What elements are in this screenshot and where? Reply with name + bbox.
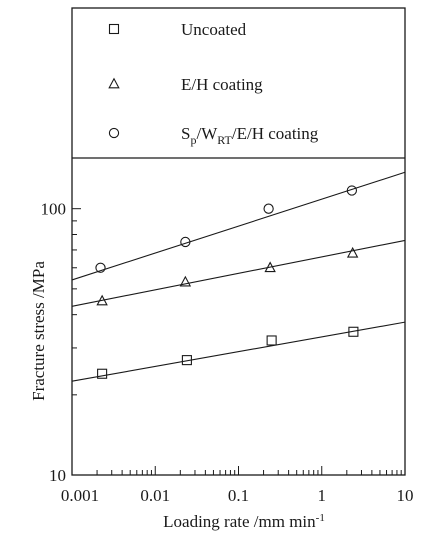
fit-lines bbox=[72, 172, 405, 381]
legend-label-part: S bbox=[181, 124, 190, 143]
x-tick-label: 0.001 bbox=[61, 486, 99, 505]
x-axis-label-text: Loading rate /mm min bbox=[163, 512, 316, 531]
y-tick-label: 100 bbox=[41, 200, 67, 219]
data-point-circle bbox=[264, 204, 273, 213]
legend: Uncoated E/H coating Sp/WRT/E/H coating bbox=[109, 20, 319, 147]
y-axis-label: Fracture stress /MPa bbox=[29, 261, 48, 401]
x-axis-label: Loading rate /mm min-1 bbox=[163, 512, 325, 531]
legend-label-part: Uncoated bbox=[181, 20, 247, 39]
legend-label-part: RT bbox=[217, 133, 232, 147]
data-points bbox=[96, 186, 358, 378]
y-tick-label: 10 bbox=[49, 466, 66, 485]
legend-marker-square bbox=[110, 25, 119, 34]
legend-label-part: E/H coating bbox=[181, 75, 263, 94]
data-point-square bbox=[267, 336, 276, 345]
fit-line-0 bbox=[72, 322, 405, 381]
legend-marker-circle bbox=[109, 128, 118, 137]
legend-marker-triangle bbox=[109, 79, 119, 88]
legend-label-part: /W bbox=[196, 124, 218, 143]
axis-ticks bbox=[72, 209, 405, 475]
x-tick-label: 1 bbox=[318, 486, 327, 505]
fit-line-2 bbox=[72, 172, 405, 280]
legend-label-part: /E/H coating bbox=[232, 124, 319, 143]
fit-line-1 bbox=[72, 240, 405, 306]
x-tick-label: 10 bbox=[397, 486, 414, 505]
legend-label-2: Sp/WRT/E/H coating bbox=[181, 124, 319, 147]
legend-label-0: Uncoated bbox=[181, 20, 247, 39]
tick-labels: 0.001 0.01 0.1 1 10 10 100 bbox=[41, 200, 414, 505]
x-tick-label: 0.01 bbox=[140, 486, 170, 505]
legend-entry-0: Uncoated bbox=[110, 20, 247, 39]
legend-entry-2: Sp/WRT/E/H coating bbox=[109, 124, 318, 147]
data-point-triangle bbox=[348, 248, 358, 257]
x-tick-label: 0.1 bbox=[228, 486, 249, 505]
legend-entry-1: E/H coating bbox=[109, 75, 263, 94]
legend-label-1: E/H coating bbox=[181, 75, 263, 94]
x-axis-label-exponent: -1 bbox=[316, 512, 325, 524]
